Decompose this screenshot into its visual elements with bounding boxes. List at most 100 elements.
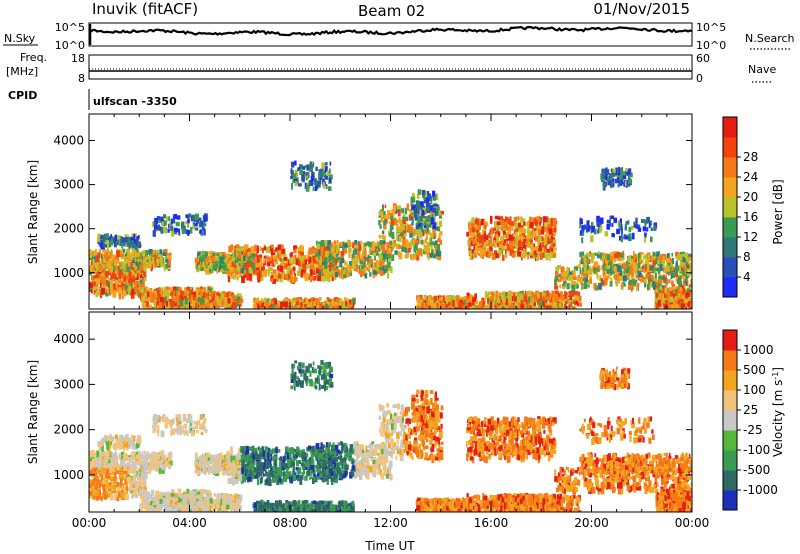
power-cell xyxy=(512,233,514,240)
power-cell xyxy=(567,273,571,281)
power-cell xyxy=(575,300,578,305)
power-cell xyxy=(361,263,365,270)
power-cell xyxy=(275,275,280,280)
power-cell xyxy=(148,304,152,309)
power-cell xyxy=(431,304,435,308)
power-cell xyxy=(390,216,394,221)
power-cell xyxy=(288,275,291,280)
power-cell xyxy=(533,297,536,305)
power-cell xyxy=(294,254,297,258)
power-cell xyxy=(462,305,467,309)
nave-tick-bottom: 0 xyxy=(696,72,703,85)
nsky-line xyxy=(88,25,693,37)
power-cell xyxy=(101,257,104,265)
power-cell xyxy=(479,249,483,256)
power-cell xyxy=(547,223,551,228)
power-cell xyxy=(505,251,508,257)
power-cell xyxy=(152,221,154,228)
power-cell xyxy=(495,234,499,239)
power-cell xyxy=(129,238,133,243)
power-cell xyxy=(204,258,209,262)
power-cell xyxy=(535,224,539,231)
power-cell xyxy=(544,248,547,252)
power-cell xyxy=(522,248,526,255)
power-cell xyxy=(358,249,361,256)
power-cell xyxy=(128,291,132,295)
power-cell xyxy=(538,250,543,256)
power-cell xyxy=(137,289,140,297)
power-cell xyxy=(291,175,294,179)
power-cell xyxy=(168,255,172,260)
power-cell xyxy=(484,293,488,299)
power-cell xyxy=(523,230,527,234)
power-cell xyxy=(298,298,301,303)
power-cell xyxy=(298,266,301,273)
power-cell xyxy=(301,174,305,182)
power-cell xyxy=(558,273,563,278)
power-cell xyxy=(496,242,499,248)
power-cell xyxy=(461,302,465,309)
power-cell xyxy=(157,290,160,296)
power-cell xyxy=(152,230,156,237)
power-cell xyxy=(352,298,356,302)
power-cell xyxy=(120,253,124,257)
power-cell xyxy=(162,259,165,264)
power-cell xyxy=(484,298,487,302)
power-cell xyxy=(256,298,259,303)
power-cell xyxy=(506,295,509,301)
power-cell xyxy=(118,273,122,279)
power-cell xyxy=(547,227,550,233)
power-cell xyxy=(345,301,348,307)
power-cell xyxy=(187,218,190,224)
power-cell xyxy=(313,253,317,259)
power-cell xyxy=(441,304,445,309)
power-cell xyxy=(111,272,116,279)
power-cell xyxy=(255,300,257,308)
power-cell xyxy=(482,233,485,240)
power-cell xyxy=(524,295,528,303)
power-cell xyxy=(518,301,521,307)
power-cell xyxy=(434,296,437,301)
power-cell xyxy=(347,240,351,246)
power-cell xyxy=(518,222,521,227)
power-cell xyxy=(106,265,108,270)
power-cell xyxy=(357,252,361,260)
power-cell xyxy=(205,262,209,267)
power-cell xyxy=(433,227,436,233)
power-cell xyxy=(298,183,302,187)
power-cell xyxy=(172,215,176,219)
power-cell xyxy=(211,252,216,259)
power-cell xyxy=(549,254,551,261)
power-cell xyxy=(441,301,443,307)
power-cell xyxy=(508,296,512,301)
power-cell xyxy=(325,250,329,256)
power-cell xyxy=(230,266,234,272)
power-cell xyxy=(550,220,554,226)
power-cell xyxy=(200,267,204,271)
power-cell xyxy=(161,293,164,299)
power-cell xyxy=(121,281,126,288)
power-cell xyxy=(429,235,433,239)
power-cell xyxy=(304,304,308,308)
power-cell xyxy=(253,301,257,306)
power-cell xyxy=(509,234,513,241)
power-cell xyxy=(115,240,120,246)
power-cell xyxy=(310,264,315,269)
power-cell xyxy=(331,299,334,306)
power-cell xyxy=(348,251,351,259)
power-cell xyxy=(295,258,299,265)
power-cell xyxy=(388,221,391,225)
power-cell xyxy=(335,299,339,305)
power-cell xyxy=(293,271,296,275)
power-cell xyxy=(322,182,326,189)
power-cell xyxy=(460,299,463,305)
power-cell xyxy=(121,243,123,249)
power-cell xyxy=(229,256,232,260)
power-cell xyxy=(551,290,555,298)
power-cell xyxy=(404,222,408,229)
power-cell xyxy=(414,243,418,251)
power-cell xyxy=(424,238,428,244)
power-cell xyxy=(466,292,470,296)
power-cell xyxy=(643,279,647,283)
power-cell xyxy=(127,259,130,267)
